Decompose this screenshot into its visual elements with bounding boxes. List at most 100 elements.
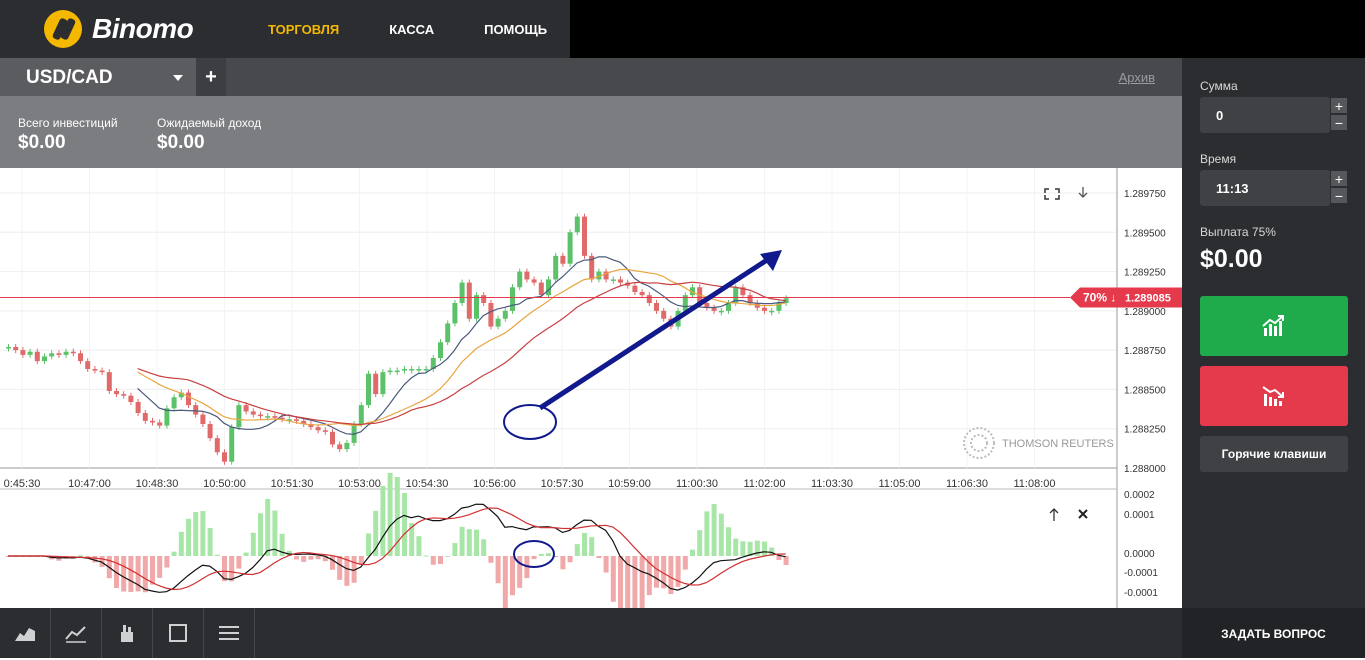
histogram-bar [250, 532, 256, 556]
histogram-bar [380, 485, 386, 556]
candle [164, 408, 170, 426]
close-indicator-icon[interactable] [1078, 509, 1088, 519]
expected-income-label: Ожидаемый доход [157, 116, 262, 130]
candle [236, 405, 242, 428]
histogram-bar [654, 556, 659, 588]
histogram-bar [574, 544, 580, 556]
candle [85, 361, 91, 369]
move-up-icon[interactable] [1049, 508, 1059, 521]
candle [690, 287, 695, 296]
indicators-button[interactable] [51, 608, 102, 658]
candle [632, 285, 638, 292]
histogram-bar [495, 556, 501, 584]
histogram-bar [430, 556, 436, 565]
time-increase-button[interactable]: + [1330, 170, 1348, 187]
annotation-circle [503, 404, 557, 440]
annotation-circle-oscillator [513, 540, 555, 568]
candle [142, 413, 148, 421]
nav-help[interactable]: ПОМОЩЬ [484, 22, 548, 37]
add-asset-button[interactable]: + [196, 58, 226, 96]
drawing-tools-button[interactable] [102, 608, 153, 658]
chevron-down-icon[interactable] [173, 75, 183, 81]
sell-down-button[interactable] [1200, 366, 1348, 426]
menu-button[interactable] [204, 608, 255, 658]
chart-area[interactable]: 1.289750 1.289500 1.289250 1.289000 1.288750… [0, 168, 1182, 638]
top-bar-filler [570, 0, 1365, 58]
amount-increase-button[interactable]: + [1330, 97, 1348, 114]
candle [704, 303, 710, 308]
histogram-bar [740, 541, 746, 556]
candle [42, 356, 47, 362]
histogram-bar [546, 553, 551, 556]
candle [34, 351, 40, 362]
histogram-bar [538, 553, 544, 556]
price-tick-label: 1.289750 [1124, 189, 1166, 200]
hotkeys-button[interactable]: Горячие клавиши [1200, 436, 1348, 472]
histogram-bar [481, 539, 487, 556]
asset-tab-usd-cad[interactable]: USD/CAD [0, 58, 196, 96]
histogram-bar [445, 555, 451, 557]
candle [186, 392, 191, 406]
download-icon[interactable] [1078, 187, 1088, 198]
oscillator-main-line [8, 503, 786, 593]
candle [474, 295, 479, 319]
nav-cashier[interactable]: КАССА [389, 22, 435, 37]
chart-type-area-button[interactable] [0, 608, 51, 658]
buy-up-button[interactable] [1200, 296, 1348, 356]
candle [394, 370, 400, 373]
price-chart[interactable]: 1.289750 1.289500 1.289250 1.289000 1.288750… [0, 168, 1182, 638]
amount-input[interactable]: 0 [1200, 97, 1330, 133]
histogram-bar [711, 504, 717, 556]
square-tool-button[interactable] [153, 608, 204, 658]
asset-tabs-bar: USD/CAD + Архив [0, 58, 1182, 96]
histogram-bar [178, 531, 184, 556]
trend-arrow [538, 255, 772, 411]
candle [358, 405, 364, 424]
candle [481, 295, 487, 303]
nav-trading[interactable]: ТОРГОВЛЯ [268, 22, 340, 37]
histogram-bar [531, 556, 537, 560]
histogram-bar [358, 556, 364, 565]
candle [114, 391, 119, 395]
histogram-bar [171, 551, 177, 556]
ma-fast-line [137, 256, 786, 435]
time-tick-label: 10:53:00 [338, 478, 381, 490]
histogram-bar [639, 556, 645, 612]
candle [106, 372, 112, 391]
logo[interactable]: Binomo [44, 10, 194, 48]
amount-stepper: + − [1330, 97, 1348, 133]
candle [250, 411, 256, 415]
candle [546, 279, 551, 296]
candle [445, 323, 451, 343]
histogram-bar [322, 556, 328, 562]
candle [574, 216, 580, 233]
time-tick-label: 11:08:00 [1013, 478, 1055, 490]
candle [322, 430, 328, 432]
fullscreen-icon[interactable] [1044, 188, 1060, 200]
trade-panel: Сумма 0 + − Время 11:13 + − Выплата 75% … [1182, 58, 1365, 608]
candle [438, 342, 443, 358]
time-input[interactable]: 11:13 [1200, 170, 1330, 206]
ask-question-button[interactable]: ЗАДАТЬ ВОПРОС [1182, 608, 1365, 658]
candle [762, 307, 767, 311]
candle [121, 394, 127, 396]
amount-decrease-button[interactable]: − [1330, 114, 1348, 131]
candle [344, 442, 350, 450]
histogram-bar [488, 556, 494, 563]
candle [337, 444, 343, 450]
time-tick-label: 11:05:00 [878, 478, 920, 490]
indicator-chart-icon [65, 626, 86, 643]
trend-up-icon [1262, 315, 1284, 336]
payout-value: $0.00 [1200, 245, 1263, 273]
histogram-bar [286, 550, 292, 556]
price-tick-label: 1.289500 [1124, 228, 1166, 239]
archive-link[interactable]: Архив [1118, 70, 1155, 85]
candle [430, 358, 436, 369]
oscillator-tick-label: -0.0001 [1124, 568, 1158, 579]
histogram-bar [718, 513, 724, 556]
histogram-bar [186, 518, 191, 556]
time-tick-label: 11:03:30 [811, 478, 853, 490]
time-tick-label: 11:00:30 [676, 478, 718, 490]
histogram-bar [733, 538, 739, 556]
time-decrease-button[interactable]: − [1330, 187, 1348, 204]
